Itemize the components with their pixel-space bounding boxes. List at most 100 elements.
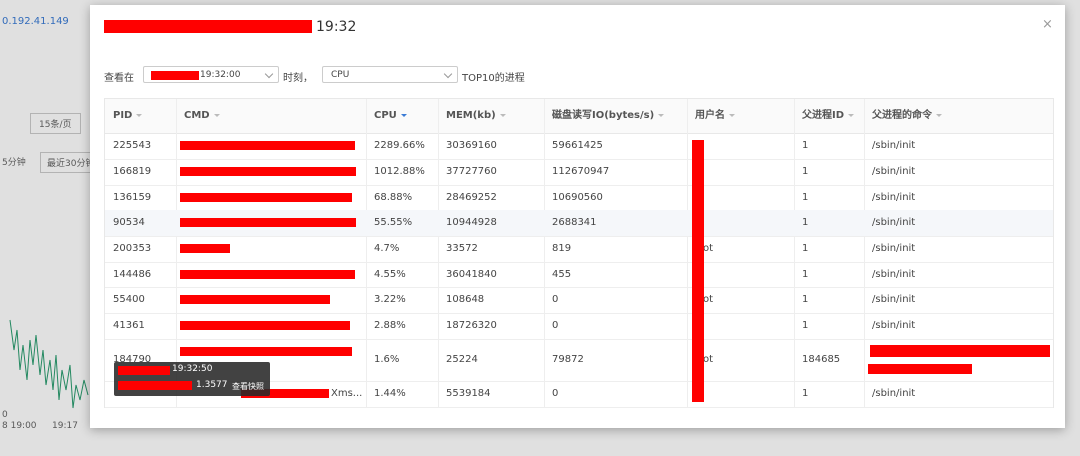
cell-ppid: 1 — [802, 191, 809, 203]
redaction — [180, 295, 330, 304]
y-axis-label: 0 — [2, 410, 8, 420]
cell-cpu: 68.88% — [374, 191, 413, 203]
cell-pid: 41361 — [113, 320, 145, 331]
process-modal: 19:32 × 查看在 19:32:00 时刻， CPU TOP10的进程 PI… — [90, 5, 1065, 428]
cell-cpu: 4.55% — [374, 268, 406, 280]
redaction — [180, 167, 356, 176]
column-header[interactable]: 磁盘读写IO(bytes/s) — [552, 109, 665, 123]
cell-pid: 225543 — [113, 140, 152, 151]
col-divider — [366, 99, 367, 407]
cell-mem: 37727760 — [446, 166, 497, 177]
cell-cpu: 3.22% — [374, 294, 406, 305]
cell-ppid: 1 — [802, 243, 809, 254]
redaction — [241, 389, 329, 398]
cell-pcmd: /sbin/init — [872, 268, 916, 280]
sort-icon[interactable] — [400, 113, 407, 117]
process-table: PID CMD CPU MEM(kb) 磁盘读写IO(bytes/s) 用户名 父进程ID 父… — [104, 98, 1054, 408]
cell-pcmd: /sbin/init — [872, 166, 916, 177]
x-axis-label: 8 19:00 — [2, 421, 37, 431]
table-row — [105, 262, 1053, 288]
redaction — [180, 347, 352, 356]
sort-icon[interactable] — [136, 113, 143, 117]
table-row — [105, 381, 1053, 408]
cell-io: 455 — [552, 268, 572, 280]
cell-cpu: 4.7% — [374, 243, 400, 254]
cell-io: 79872 — [552, 354, 584, 365]
redaction — [104, 20, 312, 33]
cell-io: 0 — [552, 388, 559, 399]
snapshot-link[interactable]: 查看快照 — [232, 382, 264, 391]
col-divider — [864, 99, 865, 407]
column-header[interactable]: PID — [113, 109, 143, 123]
filter-prefix: 查看在 — [104, 73, 134, 84]
x-axis-label: 19:17 — [52, 421, 78, 431]
redaction — [180, 244, 230, 253]
cell-io: 0 — [552, 320, 559, 331]
table-row — [105, 339, 1053, 382]
sort-icon[interactable] — [499, 113, 506, 117]
metric-select[interactable]: CPU — [322, 66, 458, 83]
cell-pid: 166819 — [113, 166, 152, 177]
cell-mem: 5539184 — [446, 388, 491, 399]
cell-pcmd: /sbin/init — [872, 140, 916, 151]
cell-mem: 28469252 — [446, 191, 497, 203]
cell-mem: 108648 — [446, 294, 485, 305]
redaction — [870, 345, 1050, 357]
filter-separator: 时刻， — [283, 73, 313, 84]
host-ip: 0.192.41.149 — [2, 16, 69, 27]
cell-pcmd: /sbin/init — [872, 294, 916, 305]
bg-chart — [9, 319, 89, 409]
redaction — [151, 71, 199, 80]
cell-mem: 25224 — [446, 354, 478, 365]
cell-pid: 144486 — [113, 268, 152, 280]
column-header[interactable]: 父进程ID — [802, 109, 855, 123]
cell-mem: 10944928 — [446, 217, 497, 228]
col-divider — [438, 99, 439, 407]
cell-cmd: Xms... — [331, 388, 363, 399]
cell-io: 10690560 — [552, 191, 603, 203]
table-row — [105, 133, 1053, 160]
sort-icon[interactable] — [936, 113, 942, 117]
page-size[interactable]: 15条/页 — [30, 113, 81, 134]
col-divider — [794, 99, 795, 407]
column-header[interactable]: CPU — [374, 109, 407, 123]
column-header[interactable]: 父进程的命令 — [872, 109, 942, 123]
time-select[interactable]: 19:32:00 — [143, 66, 279, 83]
sort-icon[interactable] — [729, 113, 735, 117]
range-short[interactable]: 5分钟 — [2, 158, 26, 168]
cell-ppid: 1 — [802, 294, 809, 305]
cell-pid: 184790 — [113, 354, 152, 365]
table-row — [105, 313, 1053, 340]
cell-mem: 33572 — [446, 243, 478, 254]
cell-ppid: 1 — [802, 217, 809, 228]
sort-icon[interactable] — [213, 113, 220, 117]
cell-pcmd: /sbin/init — [872, 217, 916, 228]
cell-pid: 200353 — [113, 243, 152, 254]
modal-title: 19:32 — [316, 19, 357, 35]
sort-icon[interactable] — [848, 113, 855, 117]
cell-mem: 18726320 — [446, 320, 497, 331]
cell-pcmd: /sbin/init — [872, 191, 916, 203]
cell-io: 59661425 — [552, 140, 603, 151]
cell-pid: 90534 — [113, 217, 145, 228]
metric-value: CPU — [331, 70, 350, 80]
cell-mem: 30369160 — [446, 140, 497, 151]
sort-icon[interactable] — [658, 113, 665, 117]
col-divider — [176, 99, 177, 407]
redaction — [180, 141, 355, 150]
tooltip-time: 19:32:50 — [172, 364, 213, 374]
column-header[interactable]: MEM(kb) — [446, 109, 506, 123]
close-button[interactable]: × — [1042, 17, 1053, 32]
column-header[interactable]: 用户名 — [695, 109, 735, 123]
cell-pid: 55400 — [113, 294, 145, 305]
tooltip-value: 1.3577 — [196, 380, 228, 390]
redaction — [692, 140, 704, 402]
cell-cpu: 1012.88% — [374, 166, 425, 177]
column-header[interactable]: CMD — [184, 109, 220, 123]
cell-io: 0 — [552, 294, 559, 305]
cell-ppid: 1 — [802, 268, 809, 280]
cell-cpu: 1.6% — [374, 354, 400, 365]
cell-ppid: 184685 — [802, 354, 841, 365]
cell-pcmd: /sbin/init — [872, 320, 916, 331]
filter-suffix: TOP10的进程 — [462, 73, 525, 84]
